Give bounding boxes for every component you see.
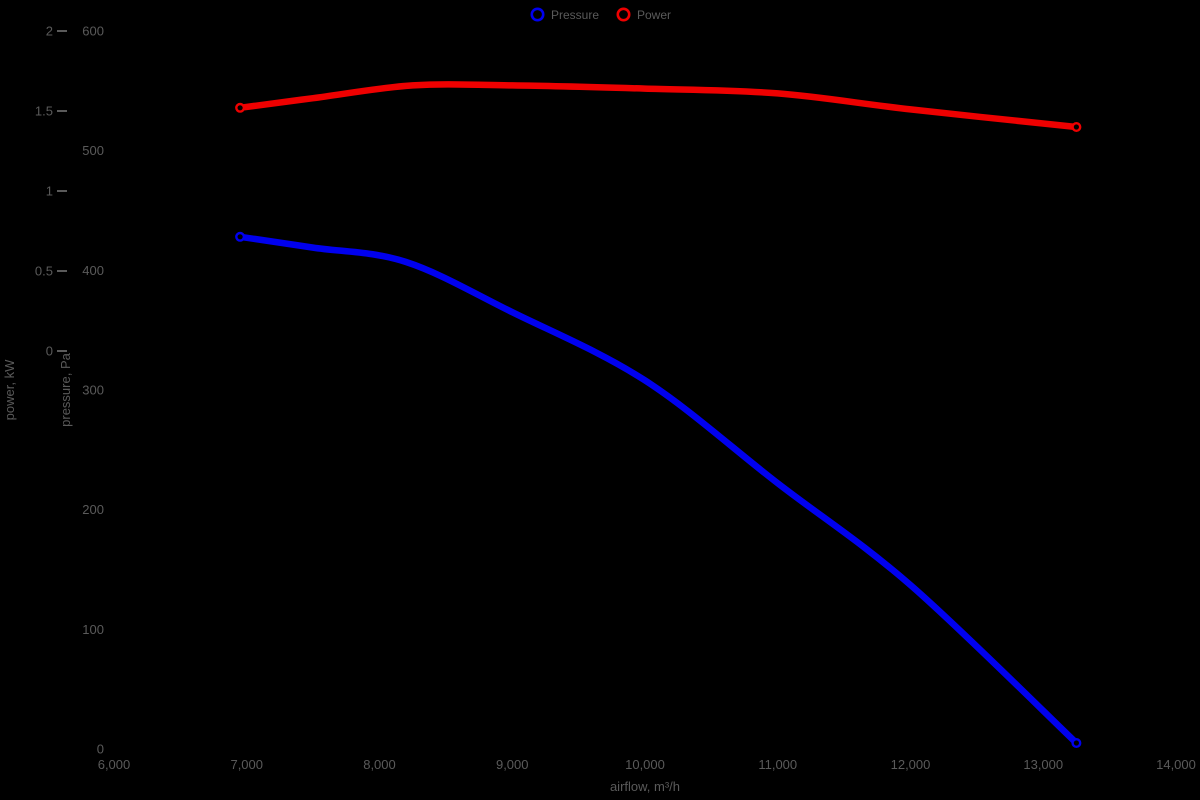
- power-tick-mark: [57, 30, 67, 32]
- power-axis-ticks: 0 0.5 1 1.5 2: [35, 24, 67, 359]
- x-tick-label: 12,000: [891, 757, 931, 772]
- x-tick-label: 10,000: [625, 757, 665, 772]
- power-marker-icon: [615, 6, 632, 23]
- pressure-marker-icon: [529, 6, 546, 23]
- legend-item-pressure[interactable]: Pressure: [529, 6, 599, 23]
- series-layer: [235, 81, 1082, 749]
- power-tick-label: 2: [46, 24, 53, 39]
- power-tick-mark: [57, 110, 67, 112]
- x-tick-label: 6,000: [98, 757, 131, 772]
- power-tick-label: 1.5: [35, 104, 53, 119]
- power-tick-mark: [57, 190, 67, 192]
- pressure-endpoint-marker: [1071, 738, 1082, 749]
- x-tick-label: 8,000: [363, 757, 396, 772]
- pressure-tick-label: 400: [82, 263, 104, 278]
- power-tick-label: 0.5: [35, 264, 53, 279]
- legend: Pressure Power: [0, 6, 1200, 23]
- pressure-tick-label: 500: [82, 143, 104, 158]
- pressure-tick-label: 300: [82, 383, 104, 398]
- x-tick-label: 13,000: [1023, 757, 1063, 772]
- power-line[interactable]: [236, 81, 1080, 131]
- power-tick-label: 0: [46, 344, 53, 359]
- pressure-axis-ticks: 0 100 200 300 400 500 600: [82, 24, 104, 757]
- pressure-tick-label: 100: [82, 622, 104, 637]
- pressure-line[interactable]: [236, 233, 1080, 747]
- x-tick-label: 7,000: [230, 757, 263, 772]
- pressure-tick-label: 600: [82, 24, 104, 39]
- power-endpoint-marker: [1071, 121, 1082, 132]
- power-tick-label: 1: [46, 184, 53, 199]
- legend-item-power[interactable]: Power: [615, 6, 671, 23]
- pressure-tick-label: 0: [97, 742, 104, 757]
- x-axis-ticks: 6,000 7,000 8,000 9,000 10,000 11,000 12,000 13…: [98, 757, 1196, 772]
- pressure-axis-title: pressure, Pa: [58, 352, 73, 426]
- x-axis-title: airflow, m³/h: [610, 779, 680, 794]
- x-tick-label: 11,000: [758, 757, 797, 772]
- power-tick-mark: [57, 350, 67, 352]
- legend-item-label: Power: [637, 7, 672, 22]
- legend-item-label: Pressure: [550, 7, 599, 22]
- power-tick-mark: [57, 270, 67, 272]
- pressure-endpoint-marker: [235, 231, 246, 242]
- pressure-tick-label: 200: [82, 502, 104, 517]
- power-endpoint-marker: [235, 102, 246, 113]
- power-axis-title: power, kW: [2, 359, 17, 420]
- x-tick-label: 9,000: [496, 757, 529, 772]
- x-tick-label: 14,000: [1156, 757, 1196, 772]
